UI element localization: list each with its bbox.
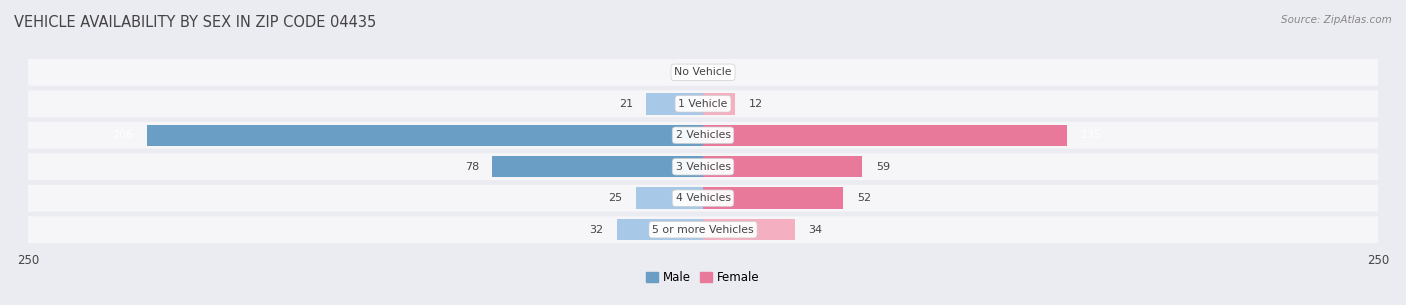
Text: 2 Vehicles: 2 Vehicles — [675, 130, 731, 140]
Text: 52: 52 — [856, 193, 870, 203]
Bar — [146, 124, 703, 146]
Text: 25: 25 — [607, 193, 621, 203]
FancyBboxPatch shape — [14, 59, 1392, 86]
Text: 59: 59 — [876, 162, 890, 172]
Text: 206: 206 — [112, 130, 134, 140]
Text: 21: 21 — [619, 99, 633, 109]
Text: VEHICLE AVAILABILITY BY SEX IN ZIP CODE 04435: VEHICLE AVAILABILITY BY SEX IN ZIP CODE … — [14, 15, 377, 30]
Bar — [492, 156, 703, 178]
Text: 12: 12 — [749, 99, 763, 109]
FancyBboxPatch shape — [14, 185, 1392, 212]
Bar — [703, 188, 844, 209]
Text: No Vehicle: No Vehicle — [675, 67, 731, 77]
Bar — [636, 188, 703, 209]
FancyBboxPatch shape — [14, 90, 1392, 117]
Text: 32: 32 — [589, 225, 603, 235]
Bar — [703, 93, 735, 114]
Text: 5 or more Vehicles: 5 or more Vehicles — [652, 225, 754, 235]
Text: Source: ZipAtlas.com: Source: ZipAtlas.com — [1281, 15, 1392, 25]
Bar — [617, 219, 703, 240]
FancyBboxPatch shape — [14, 216, 1392, 243]
Text: 1 Vehicle: 1 Vehicle — [678, 99, 728, 109]
Text: 135: 135 — [1081, 130, 1102, 140]
Text: 4 Vehicles: 4 Vehicles — [675, 193, 731, 203]
Bar — [703, 219, 794, 240]
Text: 0: 0 — [717, 67, 724, 77]
Text: 3 Vehicles: 3 Vehicles — [675, 162, 731, 172]
FancyBboxPatch shape — [14, 153, 1392, 180]
Bar — [703, 124, 1067, 146]
Bar — [647, 93, 703, 114]
Legend: Male, Female: Male, Female — [641, 267, 765, 289]
Text: 0: 0 — [682, 67, 689, 77]
Text: 78: 78 — [465, 162, 479, 172]
Bar — [703, 156, 862, 178]
Text: 34: 34 — [808, 225, 823, 235]
FancyBboxPatch shape — [14, 122, 1392, 149]
